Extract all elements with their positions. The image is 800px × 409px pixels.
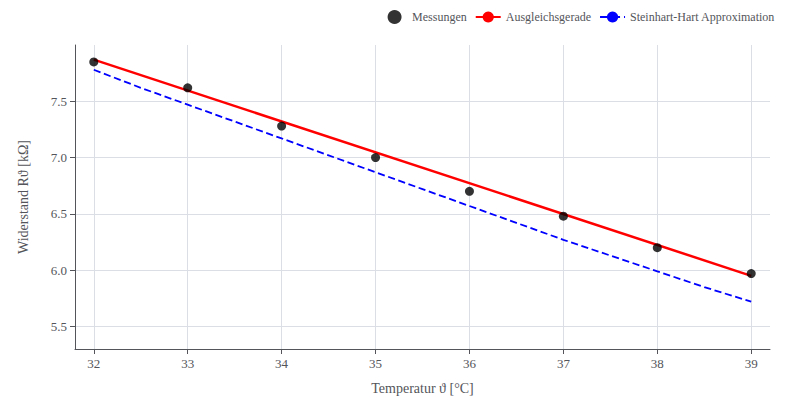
- svg-text:7.5: 7.5: [51, 94, 67, 109]
- svg-text:39: 39: [745, 356, 758, 371]
- svg-text:35: 35: [369, 356, 382, 371]
- svg-text:38: 38: [651, 356, 664, 371]
- svg-text:34: 34: [275, 356, 289, 371]
- svg-text:33: 33: [181, 356, 194, 371]
- svg-text:Ausgleichsgerade: Ausgleichsgerade: [506, 10, 591, 24]
- svg-text:6.0: 6.0: [51, 263, 67, 278]
- svg-text:6.5: 6.5: [51, 206, 67, 221]
- svg-text:37: 37: [557, 356, 571, 371]
- svg-text:5.5: 5.5: [51, 319, 67, 334]
- svg-text:Messungen: Messungen: [412, 10, 467, 24]
- svg-text:7.0: 7.0: [51, 150, 67, 165]
- svg-text:32: 32: [87, 356, 100, 371]
- svg-text:Temperatur ϑ [°C]: Temperatur ϑ [°C]: [371, 381, 474, 396]
- svg-text:36: 36: [463, 356, 477, 371]
- svg-text:Widerstand Rϑ [kΩ]: Widerstand Rϑ [kΩ]: [16, 140, 31, 254]
- svg-text:Steinhart-Hart Approximation: Steinhart-Hart Approximation: [630, 10, 774, 24]
